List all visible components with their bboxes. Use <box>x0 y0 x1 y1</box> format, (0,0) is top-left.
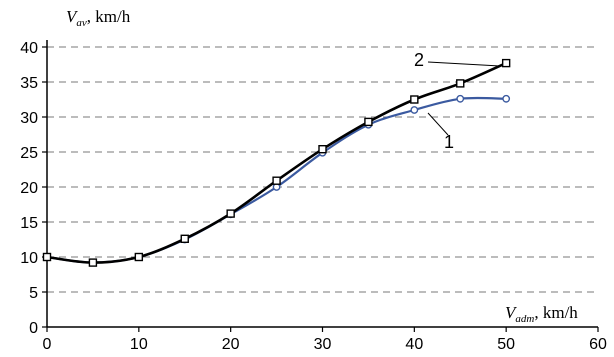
series-2-point <box>410 95 419 104</box>
series-2-point <box>42 252 52 262</box>
x-axis-title-main: V <box>505 303 518 322</box>
x-tick-label: 50 <box>497 336 515 353</box>
series-1-point <box>502 94 511 103</box>
y-tick-label: 20 <box>20 180 38 197</box>
x-tick-label: 60 <box>589 336 607 353</box>
series-2-point <box>226 209 235 218</box>
ticks: 0 5 10 15 20 25 30 35 40 0 10 20 30 40 50 60 <box>20 40 607 353</box>
series-2-label: 2 <box>414 50 424 70</box>
series-2-line <box>46 61 507 264</box>
x-tick-label: 0 <box>43 336 52 353</box>
series-2-leader-line <box>427 61 501 67</box>
y-tick-label: 0 <box>29 320 38 337</box>
series-1-point <box>410 106 419 114</box>
x-tick-label: 40 <box>405 336 423 353</box>
series-2-point <box>134 252 144 262</box>
y-axis-title-main: V <box>66 7 79 26</box>
x-axis-title: Vadm, km/h <box>505 303 578 325</box>
y-tick-label: 30 <box>20 110 38 127</box>
x-axis-title-unit: , km/h <box>534 303 578 322</box>
series-2-point <box>501 58 511 68</box>
series-1-leader-line <box>427 112 449 136</box>
x-tick-label: 20 <box>222 336 240 353</box>
series-2-point <box>88 258 98 267</box>
y-tick-label: 15 <box>20 215 38 232</box>
y-tick-label: 5 <box>29 285 38 302</box>
series-1-point <box>456 94 465 103</box>
y-tick-label: 35 <box>20 75 38 92</box>
series-2-point <box>180 234 189 244</box>
x-axis-title-sub: adm <box>515 313 534 325</box>
series-1-label: 1 <box>444 132 454 152</box>
series <box>42 58 511 267</box>
y-tick-label: 25 <box>20 145 38 162</box>
series-2-point <box>456 79 465 88</box>
y-tick-label: 40 <box>20 40 38 57</box>
y-axis-title-sub: av <box>76 17 87 29</box>
grid-lines <box>47 46 598 293</box>
x-tick-label: 30 <box>314 336 332 353</box>
series-2-point <box>318 144 327 154</box>
series-2 <box>42 58 511 267</box>
series-2-point <box>272 176 281 185</box>
y-axis-title-unit: , km/h <box>87 7 131 26</box>
x-tick-label: 10 <box>130 336 148 353</box>
axes <box>46 40 598 328</box>
y-axis-title: Vav, km/h <box>66 7 131 29</box>
y-tick-label: 10 <box>20 250 38 267</box>
series-2-point <box>364 117 373 127</box>
